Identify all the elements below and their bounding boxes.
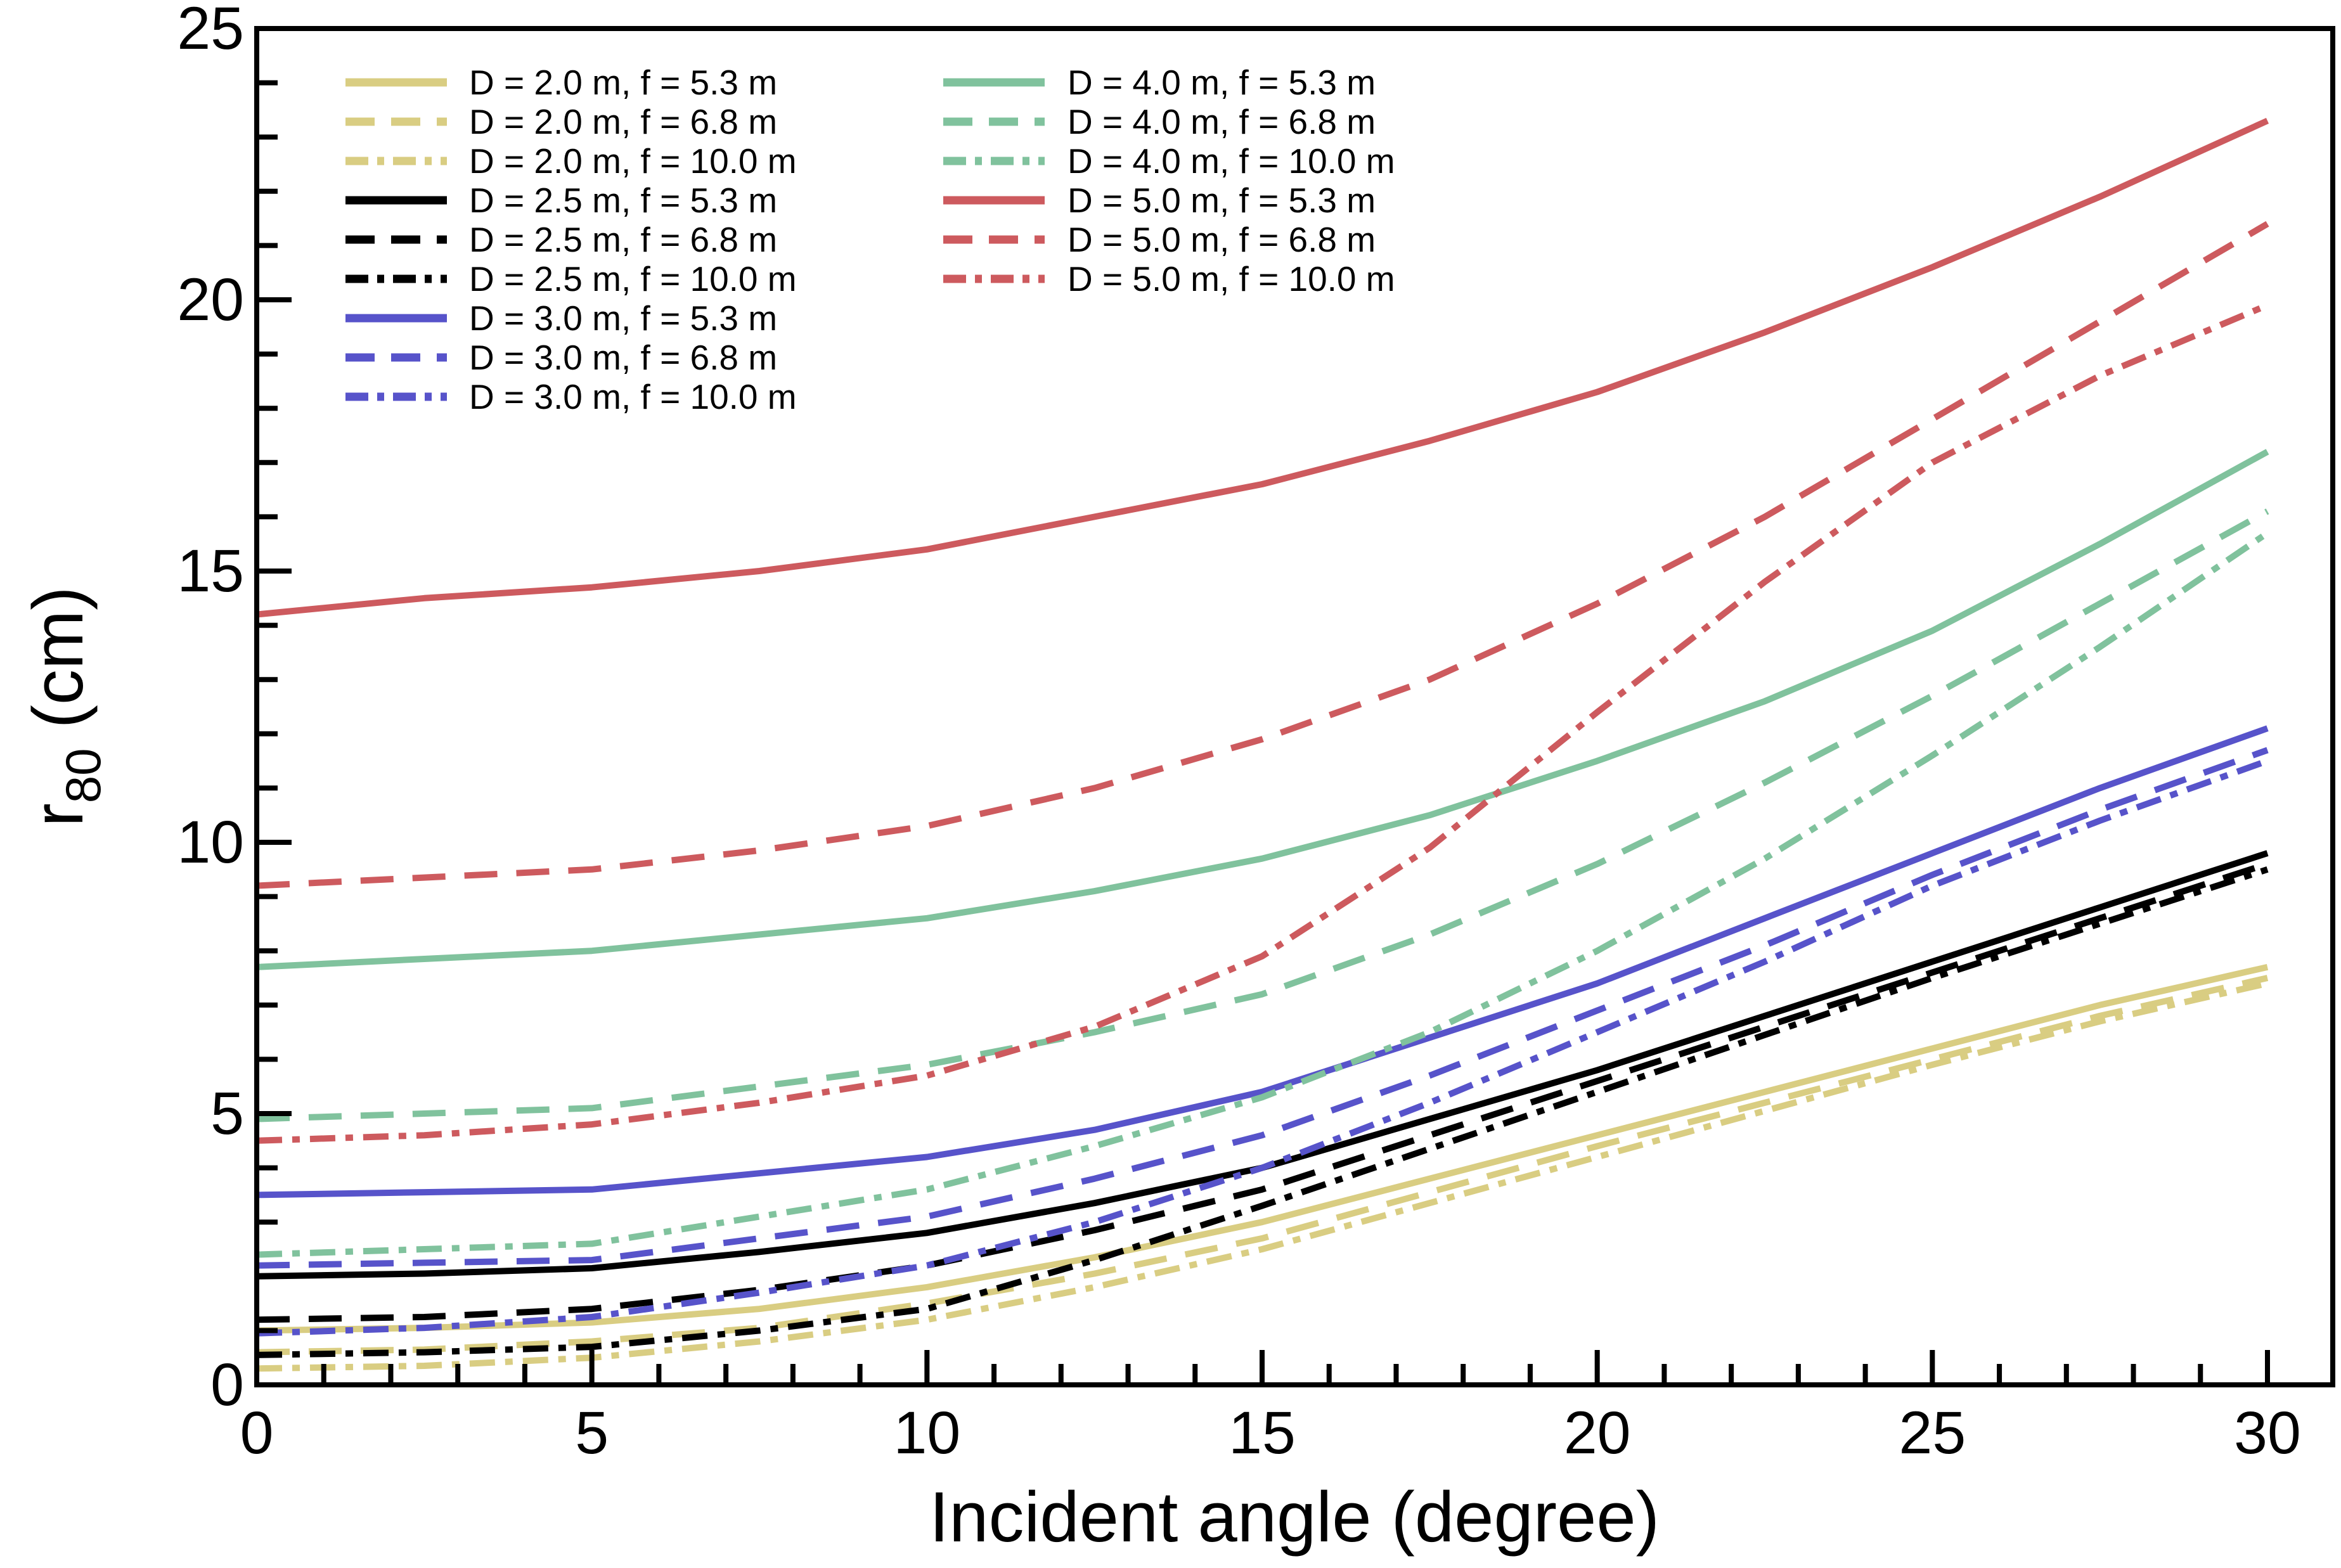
series-line-D2.5-f6.8	[257, 861, 2269, 1323]
x-tick-label-15: 15	[1229, 1399, 1296, 1467]
legend: D = 2.0 m, f = 5.3 mD = 2.0 m, f = 6.8 m…	[345, 63, 1395, 416]
series-line-D2.5-f10.0	[257, 866, 2269, 1358]
legend-label-D4.0-f6.8: D = 4.0 m, f = 6.8 m	[1067, 102, 1376, 141]
x-axis-title: Incident angle (degree)	[929, 1477, 1660, 1557]
plot-curves	[257, 117, 2269, 1372]
y-tick-label-10: 10	[177, 809, 244, 876]
legend-label-D3.0-f10.0: D = 3.0 m, f = 10.0 m	[469, 377, 797, 416]
series-line-D4.0-f10.0	[257, 530, 2269, 1258]
axis-ticks	[254, 26, 2270, 1387]
y-tick-label-5: 5	[210, 1080, 244, 1147]
series-line-D4.0-f6.8	[257, 508, 2269, 1122]
legend-label-D2.0-f10.0: D = 2.0 m, f = 10.0 m	[469, 141, 797, 181]
series-line-D5.0-f10.0	[257, 302, 2269, 1144]
y-axis-title: r80 (cm)	[18, 586, 111, 826]
legend-label-D5.0-f6.8: D = 5.0 m, f = 6.8 m	[1067, 220, 1376, 259]
x-tick-label-0: 0	[240, 1399, 274, 1467]
y-tick-label-0: 0	[210, 1351, 244, 1418]
plot-frame	[254, 26, 2335, 1387]
series-line-D3.0-f6.8	[257, 747, 2269, 1269]
y-tick-label-25: 25	[177, 0, 244, 62]
series-line-D2.0-f6.8	[257, 975, 2269, 1356]
legend-label-D3.0-f5.3: D = 3.0 m, f = 5.3 m	[469, 299, 777, 338]
x-tick-label-30: 30	[2234, 1399, 2301, 1467]
legend-label-D4.0-f10.0: D = 4.0 m, f = 10.0 m	[1067, 141, 1395, 181]
legend-label-D2.0-f6.8: D = 2.0 m, f = 6.8 m	[469, 102, 777, 141]
axis-tick-labels: 0 5 10 15 20 25 30 0 5 10 15 20 25	[177, 0, 2301, 1467]
x-tick-label-10: 10	[893, 1399, 960, 1467]
legend-label-D2.5-f5.3: D = 2.5 m, f = 5.3 m	[469, 181, 777, 220]
legend-label-D5.0-f5.3: D = 5.0 m, f = 5.3 m	[1067, 181, 1376, 220]
x-tick-label-25: 25	[1899, 1399, 1966, 1467]
legend-label-D2.5-f10.0: D = 2.5 m, f = 10.0 m	[469, 259, 797, 299]
series-line-D4.0-f5.3	[257, 449, 2269, 970]
x-tick-label-20: 20	[1564, 1399, 1631, 1467]
legend-label-D2.5-f6.8: D = 2.5 m, f = 6.8 m	[469, 220, 777, 259]
x-tick-label-5: 5	[575, 1399, 609, 1467]
series-line-D5.0-f5.3	[257, 117, 2269, 618]
series-line-D2.0-f5.3	[257, 964, 2269, 1334]
series-line-D5.0-f6.8	[257, 221, 2269, 889]
series-line-D3.0-f5.3	[257, 725, 2269, 1198]
legend-label-D5.0-f10.0: D = 5.0 m, f = 10.0 m	[1067, 259, 1395, 299]
y-tick-label-15: 15	[177, 537, 244, 605]
legend-label-D4.0-f5.3: D = 4.0 m, f = 5.3 m	[1067, 63, 1376, 102]
legend-label-D2.0-f5.3: D = 2.0 m, f = 5.3 m	[469, 63, 777, 102]
legend-label-D3.0-f6.8: D = 3.0 m, f = 6.8 m	[469, 338, 777, 377]
series-line-D3.0-f10.0	[257, 757, 2269, 1337]
y-tick-label-20: 20	[177, 266, 244, 333]
